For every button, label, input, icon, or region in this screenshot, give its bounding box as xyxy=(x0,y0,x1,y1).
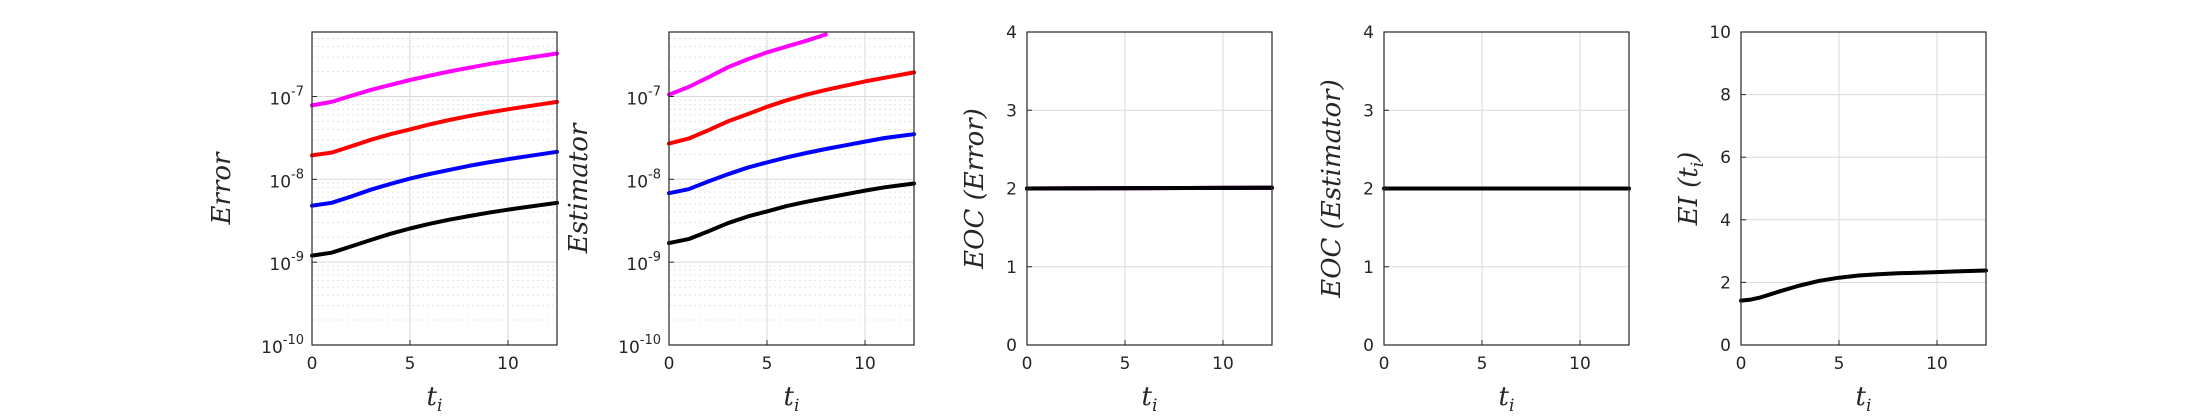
y-tick-label: 10-10 xyxy=(618,333,661,358)
chart-5: 0 5 10 0 2 4 6 8 10 ti​ EI (ti​) xyxy=(1674,23,1988,416)
x-tick-label: 5 xyxy=(762,354,773,374)
chart-1: 0 5 10 10-10 10-9 10-8 10-7 ti​ Error xyxy=(207,31,559,416)
series-line-3 xyxy=(667,132,916,196)
x-tick-label: 10 xyxy=(1569,354,1591,374)
x-tick-label: 10 xyxy=(1926,354,1948,374)
x-axis-label: ti​ xyxy=(1499,382,1515,416)
series-line-2 xyxy=(310,99,559,158)
series-group xyxy=(667,32,916,246)
y-tick-label: 10-7 xyxy=(626,84,661,109)
x-tick-label: 0 xyxy=(1379,354,1390,374)
series-line-1 xyxy=(1739,268,1988,303)
x-axis-label: ti​ xyxy=(427,382,443,416)
axes-box xyxy=(311,31,558,346)
y-tick-label: 2 xyxy=(1006,180,1017,200)
y-tick-label: 10-9 xyxy=(626,250,661,275)
x-axis-label: ti​ xyxy=(784,382,800,416)
series-line-4 xyxy=(310,200,559,258)
grid xyxy=(311,32,557,346)
chart-3: 0 5 10 0 1 2 3 4 ti​ EOC (Error) xyxy=(960,23,1274,416)
series-line-3 xyxy=(310,149,559,208)
y-tick-label: 3 xyxy=(1006,101,1017,121)
series-line-4 xyxy=(667,181,916,246)
series-line-1 xyxy=(667,32,828,97)
y-tick-label: 6 xyxy=(1720,148,1731,168)
x-tick-label: 5 xyxy=(1120,354,1131,374)
y-tick-label: 4 xyxy=(1363,23,1374,43)
y-tick-label: 2 xyxy=(1720,273,1731,293)
y-axis-label: EOC (Error) xyxy=(960,108,990,270)
x-tick-label: 10 xyxy=(854,354,876,374)
y-tick-label: 0 xyxy=(1720,336,1731,356)
y-tick-label: 3 xyxy=(1363,101,1374,121)
chart-4: 0 5 10 0 1 2 3 4 ti​ EOC (Estimator) xyxy=(1317,23,1631,416)
plot-area xyxy=(1741,32,1986,345)
y-tick-label: 1 xyxy=(1363,258,1374,278)
axes-box xyxy=(668,31,915,346)
y-axis-label: Estimator xyxy=(564,122,594,254)
y-tick-label: 10-8 xyxy=(269,167,304,192)
x-tick-label: 0 xyxy=(307,354,318,374)
y-tick-label: 10-8 xyxy=(626,167,661,192)
y-tick-label: 10-10 xyxy=(261,333,304,358)
x-axis-label: ti​ xyxy=(1856,382,1872,416)
y-tick-label: 4 xyxy=(1006,23,1017,43)
y-tick-label: 2 xyxy=(1363,180,1374,200)
y-tick-label: 1 xyxy=(1006,258,1017,278)
series-group xyxy=(1025,185,1274,191)
y-tick-label: 10 xyxy=(1709,23,1731,43)
chart-2: 0 5 10 10-10 10-9 10-8 10-7 ti​ Estimator xyxy=(564,31,916,416)
x-tick-label: 5 xyxy=(1477,354,1488,374)
y-tick-label: 8 xyxy=(1720,86,1731,106)
series-line-4 xyxy=(1025,185,1274,191)
y-axis-label: Error xyxy=(207,151,237,225)
series-line-1 xyxy=(310,51,559,108)
y-axis-label: EOC (Estimator) xyxy=(1317,79,1347,299)
x-tick-label: 10 xyxy=(1212,354,1234,374)
x-axis-label: ti​ xyxy=(1142,382,1158,416)
x-tick-label: 0 xyxy=(1022,354,1033,374)
y-tick-label: 0 xyxy=(1363,336,1374,356)
y-tick-label: 0 xyxy=(1006,336,1017,356)
y-tick-label: 10-7 xyxy=(269,84,304,109)
series-group xyxy=(1739,268,1988,303)
axes-box xyxy=(1740,31,1987,346)
x-tick-label: 10 xyxy=(497,354,519,374)
plot-area xyxy=(312,32,557,345)
y-tick-label: 4 xyxy=(1720,211,1731,231)
y-tick-label: 10-9 xyxy=(269,250,304,275)
x-tick-label: 5 xyxy=(405,354,416,374)
y-axis-label: EI (ti​) xyxy=(1674,152,1708,227)
x-tick-label: 0 xyxy=(664,354,675,374)
series-line-2 xyxy=(667,70,916,146)
x-tick-label: 0 xyxy=(1736,354,1747,374)
series-group xyxy=(310,51,559,258)
x-tick-label: 5 xyxy=(1834,354,1845,374)
